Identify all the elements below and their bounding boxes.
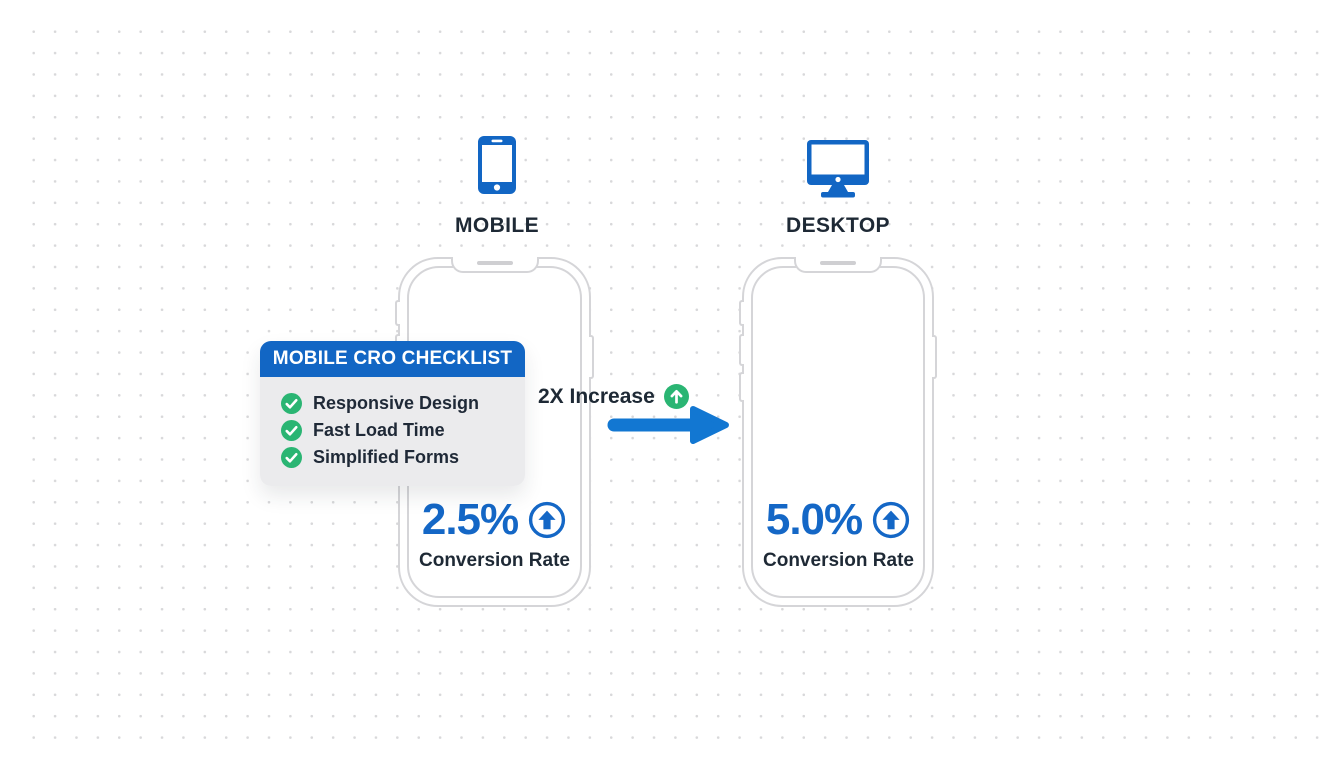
up-arrow-circle-icon [663, 384, 689, 409]
desktop-conversion-value: 5.0% [765, 495, 863, 544]
power-button [932, 335, 937, 379]
right-arrow-icon [606, 404, 733, 451]
increase-label: 2X Increase [538, 384, 655, 408]
phone-notch [794, 257, 882, 273]
circle-up-arrow-icon [873, 501, 910, 539]
checklist-item: Simplified Forms [281, 447, 513, 468]
mute-button [739, 300, 744, 326]
stat-row: 5.0% [742, 495, 935, 545]
checklist-body: Responsive Design Fast Load Time Simplif… [260, 377, 525, 486]
checklist-item: Fast Load Time [281, 420, 513, 441]
phone-notch [450, 257, 539, 273]
smartphone-icon [478, 136, 516, 198]
desktop-conversion-stat: 5.0% Conversion Rate [742, 495, 935, 572]
stat-row: 2.5% [398, 495, 591, 545]
mute-button [395, 300, 400, 326]
check-circle-icon [281, 420, 302, 441]
mobile-conversion-stat: 2.5% Conversion Rate [398, 495, 591, 572]
checklist-title: MOBILE CRO CHECKLIST [272, 348, 513, 369]
check-circle-icon [281, 393, 302, 414]
volume-down-button [739, 372, 744, 402]
mobile-conversion-caption: Conversion Rate [419, 550, 570, 571]
desktop-conversion-caption: Conversion Rate [763, 550, 914, 571]
mobile-device-header: MOBILE [427, 136, 567, 238]
circle-up-arrow-icon [529, 501, 566, 539]
desktop-device-header: DESKTOP [768, 140, 908, 238]
monitor-icon [806, 140, 870, 202]
checklist-item: Responsive Design [281, 393, 513, 414]
mobile-cro-checklist-card: MOBILE CRO CHECKLIST Responsive Design F… [260, 341, 525, 486]
checklist-item-label: Responsive Design [313, 393, 480, 413]
checklist-item-label: Simplified Forms [313, 447, 460, 467]
check-circle-icon [281, 447, 302, 468]
power-button [589, 335, 594, 379]
checklist-header: MOBILE CRO CHECKLIST [260, 341, 525, 377]
desktop-phone-frame [739, 257, 937, 607]
desktop-label: DESKTOP [786, 214, 890, 237]
checklist-item-label: Fast Load Time [313, 420, 445, 440]
phone-speaker [820, 261, 856, 265]
dot-grid-background [14, 12, 1330, 756]
phone-speaker [476, 261, 513, 265]
increase-annotation: 2X Increase [538, 384, 689, 409]
mobile-label: MOBILE [454, 214, 540, 237]
mobile-conversion-value: 2.5% [421, 495, 519, 544]
volume-up-button [739, 334, 744, 366]
